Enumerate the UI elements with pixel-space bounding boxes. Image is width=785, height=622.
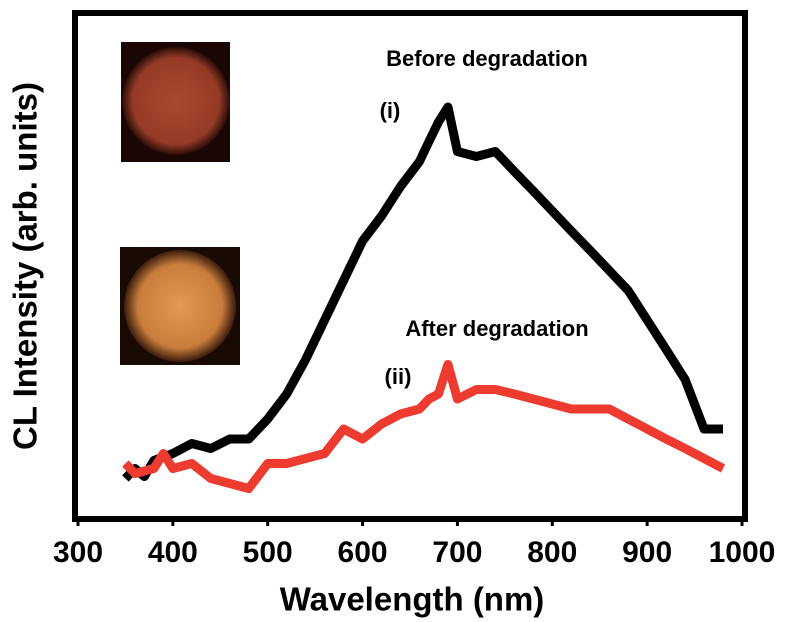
annotation: Before degradation <box>386 46 588 71</box>
x-tick-label: 300 <box>53 536 103 569</box>
x-tick-label: 900 <box>622 536 672 569</box>
x-tick-label: 1000 <box>709 536 776 569</box>
image-before-spot <box>122 47 230 155</box>
x-axis-label: Wavelength (nm) <box>280 581 545 618</box>
x-tick-label: 600 <box>338 536 388 569</box>
annotation: After degradation <box>405 316 588 341</box>
line <box>122 360 726 493</box>
plot-frame <box>72 10 748 522</box>
y-axis-label: CL Intensity (arb. units) <box>7 82 44 450</box>
annotation: (i) <box>380 98 401 123</box>
x-tick-label: 800 <box>527 536 577 569</box>
line <box>122 102 724 482</box>
image-after-spot <box>124 250 236 362</box>
annotation: (ii) <box>385 364 412 389</box>
x-tick-label: 700 <box>432 536 482 569</box>
x-tick-label: 500 <box>243 536 293 569</box>
x-tick-label: 400 <box>148 536 198 569</box>
